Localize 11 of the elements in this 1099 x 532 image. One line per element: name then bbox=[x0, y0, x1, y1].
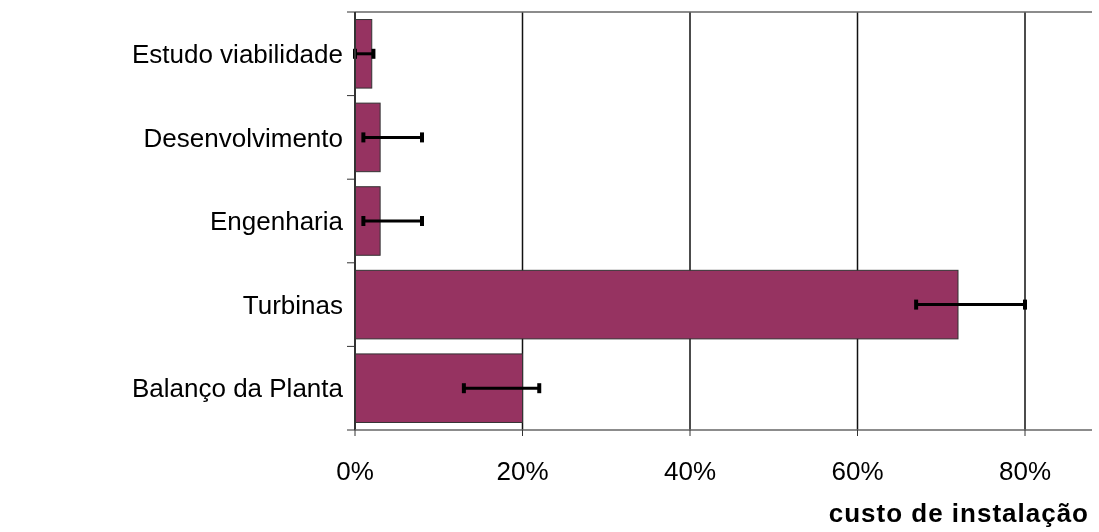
x-axis-title: custo de instalação bbox=[828, 498, 1089, 528]
y-tick-label: Turbinas bbox=[242, 289, 343, 320]
x-tick-label: 40% bbox=[663, 456, 717, 486]
y-tick-label: Engenharia bbox=[210, 206, 344, 237]
y-tick-label: Estudo viabilidade bbox=[131, 38, 343, 69]
x-tick-label: 20% bbox=[496, 456, 549, 486]
y-tick-label: Desenvolvimento bbox=[143, 122, 343, 153]
x-tick-label: 0% bbox=[336, 456, 374, 486]
y-tick-label: Balanço da Planta bbox=[131, 373, 344, 404]
x-tick-label: 80% bbox=[998, 456, 1052, 486]
x-tick-label: 60% bbox=[831, 456, 884, 486]
